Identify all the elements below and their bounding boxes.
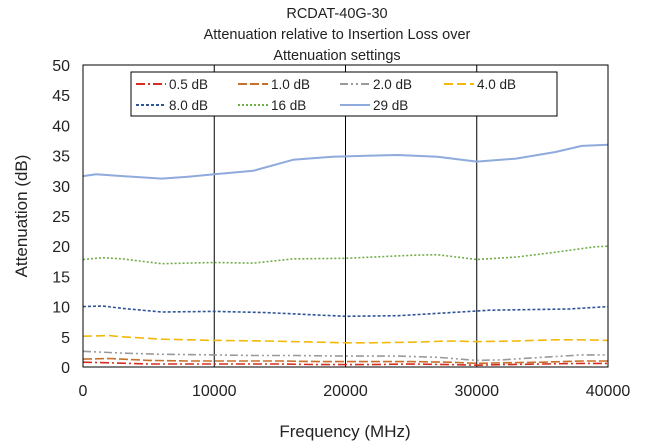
y-tick-labels: 0 5 10 15 20 25 30 35 40 45 50 [52, 58, 70, 377]
chart-title: RCDAT-40G-30 Attenuation relative to Ins… [204, 6, 471, 64]
series-line-1-0-db [82, 357, 608, 365]
chart-legend: 0.5 dB 1.0 dB 2.0 dB 4.0 dB 8.0 dB 16 dB 29 dB [130, 71, 558, 117]
x-tick-label: 20000 [323, 383, 368, 400]
x-axis-label: Frequency (MHz) [279, 422, 410, 441]
legend-label: 16 dB [271, 98, 306, 113]
y-tick-label: 10 [52, 300, 70, 317]
legend-label: 1.0 dB [271, 77, 310, 92]
x-tick-labels: 0 10000 20000 30000 40000 [79, 383, 631, 400]
series-line-8-0-db [82, 305, 609, 318]
x-tick-label: 40000 [586, 383, 631, 400]
series-line-29-db [82, 143, 609, 180]
x-tick-label: 0 [79, 383, 88, 400]
series-line-2-0-db [82, 350, 608, 362]
y-tick-label: 0 [61, 360, 70, 377]
series-line-16-db [82, 245, 609, 265]
x-tick-label: 30000 [455, 383, 500, 400]
series-line-0-5-db [82, 361, 608, 366]
chart-title-line-3: Attenuation settings [273, 48, 400, 64]
y-tick-label: 40 [52, 118, 70, 135]
y-axis-label: Attenuation (dB) [12, 155, 31, 278]
legend-box [130, 71, 558, 117]
legend-label: 0.5 dB [169, 77, 208, 92]
chart-title-line-2: Attenuation relative to Insertion Loss o… [204, 27, 471, 43]
series-lines [82, 143, 609, 366]
x-tick-label: 10000 [192, 383, 237, 400]
y-tick-label: 15 [52, 269, 70, 286]
legend-label: 4.0 dB [477, 77, 516, 92]
y-tick-label: 35 [52, 149, 70, 166]
y-tick-label: 45 [52, 88, 70, 105]
y-tick-label: 50 [52, 58, 70, 75]
y-tick-label: 5 [61, 330, 70, 347]
series-line-4-0-db [82, 334, 609, 344]
y-tick-label: 30 [52, 179, 70, 196]
legend-label: 8.0 dB [169, 98, 208, 113]
y-tick-label: 25 [52, 209, 70, 226]
chart-title-line-1: RCDAT-40G-30 [286, 6, 387, 22]
legend-label: 29 dB [373, 98, 408, 113]
legend-label: 2.0 dB [373, 77, 412, 92]
y-tick-label: 20 [52, 239, 70, 256]
plot-frame [82, 64, 609, 368]
